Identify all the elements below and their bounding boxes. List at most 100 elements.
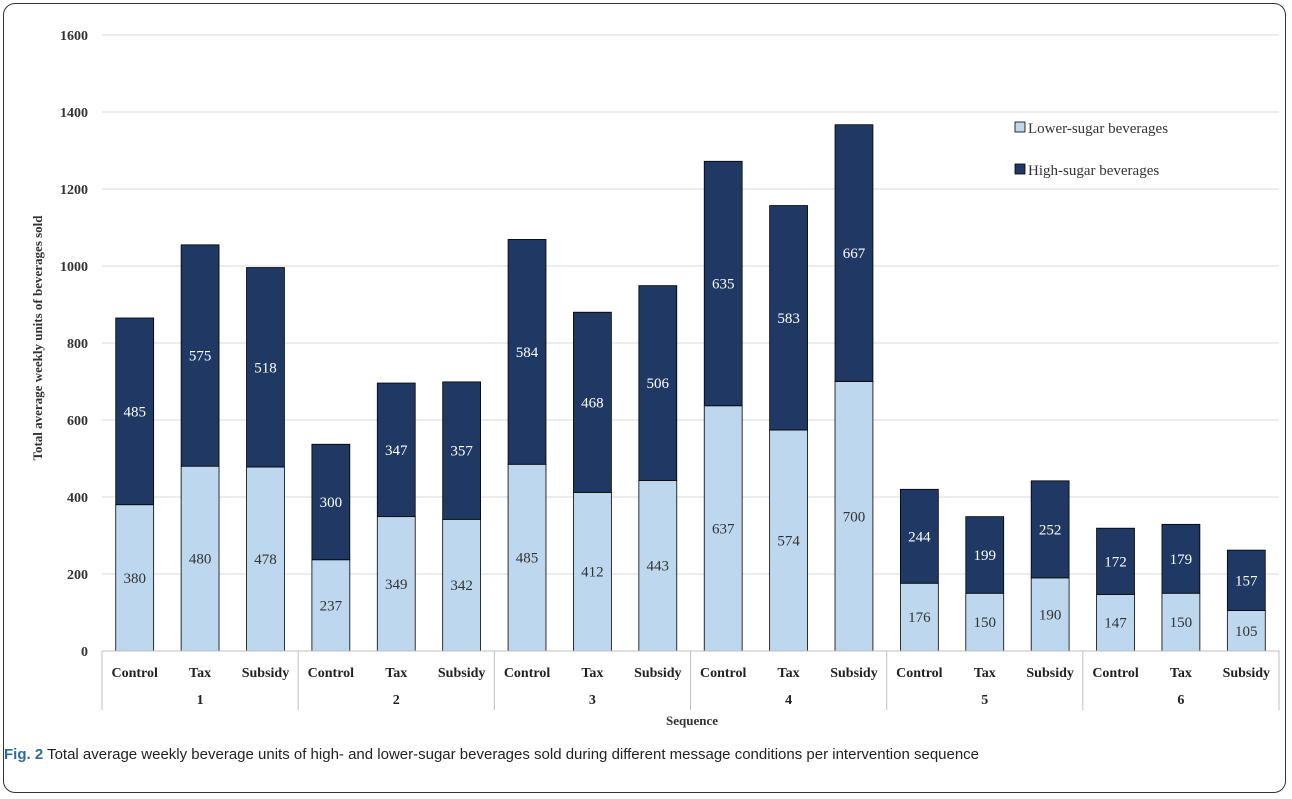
x-category-label: Control: [1092, 666, 1139, 681]
data-label: 380: [123, 571, 146, 587]
data-label: 480: [189, 552, 212, 568]
data-label: 443: [647, 559, 670, 575]
x-category-label: Tax: [1170, 666, 1192, 681]
legend-label: Lower-sugar beverages: [1028, 121, 1168, 137]
data-label: 700: [843, 509, 866, 525]
bar-lower-sugar: [638, 480, 678, 652]
caption-text: Total average weekly beverage units of h…: [43, 746, 980, 763]
data-label: 244: [908, 529, 931, 545]
bar-high-sugar: [115, 317, 155, 506]
x-category-label: Tax: [974, 666, 996, 681]
x-axis-title: Sequence: [666, 713, 718, 728]
data-label: 237: [320, 598, 343, 614]
data-label: 485: [123, 404, 146, 420]
data-label: 584: [516, 345, 539, 361]
bar-lower-sugar: [965, 592, 1005, 652]
bar-high-sugar: [638, 285, 678, 481]
bar-high-sugar: [1161, 523, 1201, 594]
data-label: 172: [1104, 554, 1127, 570]
legend: Lower-sugar beverages High-sugar beverage…: [1014, 121, 1168, 179]
bar-lower-sugar: [442, 518, 482, 652]
y-tick-label: 200: [67, 568, 88, 583]
data-label: 506: [647, 376, 670, 392]
x-category-label: Subsidy: [1223, 666, 1270, 681]
data-label: 575: [189, 349, 212, 365]
data-label: 199: [974, 548, 997, 564]
x-category-label: Subsidy: [634, 666, 681, 681]
y-tick-label: 0: [81, 645, 88, 660]
bar-high-sugar: [703, 160, 743, 407]
data-label: 252: [1039, 522, 1062, 538]
bar-high-sugar: [507, 239, 547, 465]
y-tick-label: 1200: [60, 183, 88, 198]
data-label: 412: [581, 565, 604, 581]
x-group-label: 5: [981, 693, 988, 708]
figure-frame: 0 200 400 600 800 1000 1200 1400 1600 380 485 480 5…: [3, 3, 1286, 793]
data-label: 468: [581, 395, 604, 411]
bar-lower-sugar: [899, 582, 939, 652]
legend-label: High-sugar beverages: [1028, 163, 1159, 179]
data-label: 574: [777, 534, 800, 550]
legend-swatch: [1014, 121, 1026, 133]
data-label: 105: [1235, 624, 1258, 640]
data-label: 667: [843, 246, 866, 262]
x-group-label: 6: [1177, 693, 1184, 708]
data-label: 176: [908, 610, 931, 626]
x-axis: Control Tax Subsidy Control Tax Subsidy Contro…: [101, 650, 1280, 710]
x-category-label: Subsidy: [1026, 666, 1073, 681]
y-tick-label: 1400: [60, 106, 88, 121]
data-label: 349: [385, 577, 408, 593]
y-tick-label: 800: [67, 337, 88, 352]
data-label: 583: [777, 311, 800, 327]
bar-lower-sugar: [834, 381, 874, 652]
data-label: 478: [254, 552, 277, 568]
x-category-label: Control: [504, 666, 551, 681]
x-group-label: 2: [393, 693, 400, 708]
bar-lower-sugar: [115, 504, 155, 652]
data-label: 190: [1039, 607, 1062, 623]
x-category-label: Subsidy: [438, 666, 485, 681]
y-tick-label: 600: [67, 414, 88, 429]
bar-high-sugar: [769, 205, 808, 431]
figure-caption: Fig. 2 Total average weekly beverage uni…: [4, 744, 1224, 766]
data-label: 157: [1235, 573, 1258, 589]
y-axis-title: Total average weekly units of beverages …: [30, 215, 45, 461]
bar-lower-sugar: [246, 466, 285, 652]
x-group-label: 3: [589, 693, 596, 708]
bar-high-sugar: [246, 267, 285, 468]
x-category-label: Tax: [189, 666, 211, 681]
data-label: 637: [712, 521, 735, 537]
x-group-label: 4: [785, 693, 792, 708]
bar-high-sugar: [1096, 527, 1135, 595]
bar-lower-sugar: [1161, 592, 1201, 652]
x-category-label: Control: [308, 666, 355, 681]
legend-swatch: [1014, 163, 1026, 175]
data-label: 179: [1170, 552, 1193, 568]
data-label: 347: [385, 443, 408, 459]
data-label: 342: [450, 578, 473, 594]
data-label: 150: [1170, 615, 1193, 631]
x-category-label: Control: [896, 666, 943, 681]
data-label: 485: [516, 551, 539, 567]
bar-high-sugar: [442, 381, 482, 520]
data-label: 518: [254, 360, 277, 376]
x-group-label: 1: [197, 693, 204, 708]
figure-label: Fig. 2: [4, 746, 44, 763]
x-category-label: Control: [700, 666, 747, 681]
data-label: 635: [712, 277, 735, 293]
bar-high-sugar: [1030, 480, 1070, 579]
bar-high-sugar: [376, 382, 416, 518]
bar-lower-sugar: [1226, 610, 1266, 652]
bar-lower-sugar: [769, 429, 808, 652]
y-tick-label: 400: [67, 491, 88, 506]
x-category-label: Subsidy: [830, 666, 877, 681]
bar-high-sugar: [899, 488, 939, 584]
bar-high-sugar: [573, 311, 612, 493]
bar-lower-sugar: [1030, 577, 1070, 652]
y-tick-label: 1600: [60, 29, 88, 44]
y-axis-ticks: 0 200 400 600 800 1000 1200 1400 1600: [60, 29, 88, 660]
data-label: 147: [1104, 616, 1127, 632]
data-label: 150: [974, 615, 997, 631]
bar-high-sugar: [311, 443, 351, 561]
x-category-label: Tax: [581, 666, 603, 681]
